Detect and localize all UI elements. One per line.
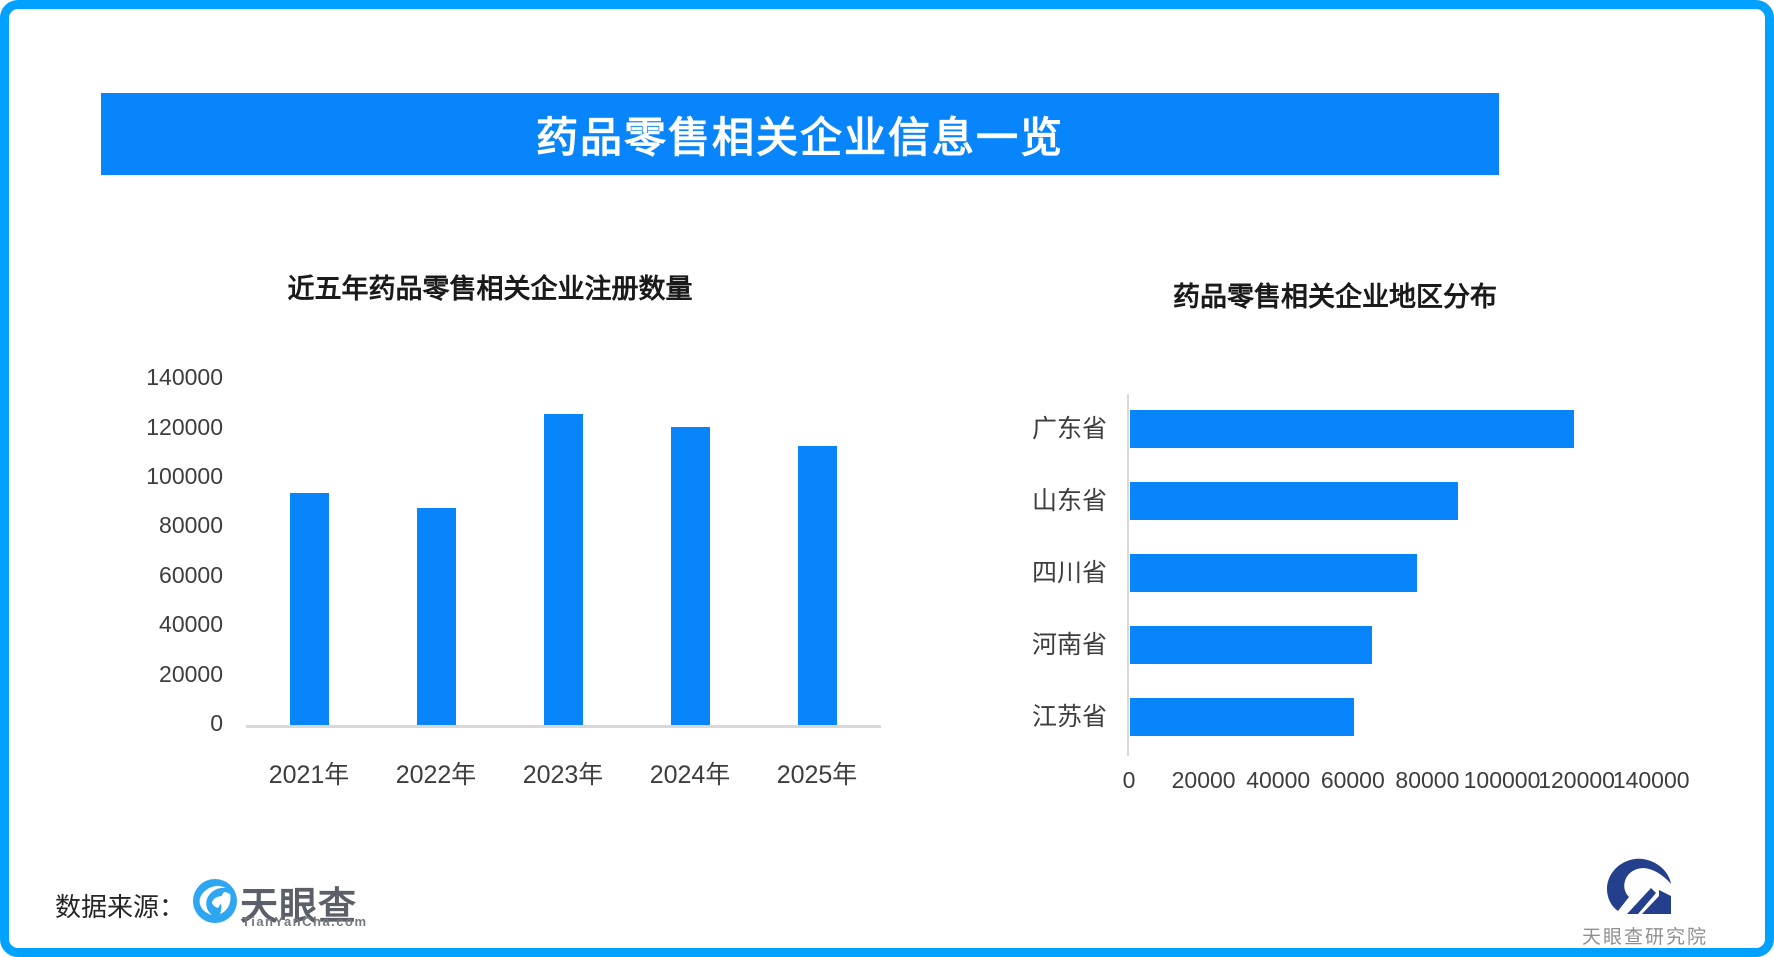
x-tick-label: 120000 [1538,767,1615,793]
y-axis-line [1127,394,1129,756]
x-tick-label: 2024年 [649,761,731,789]
y-category-label: 山东省 [1031,487,1107,515]
x-tick-label: 2025年 [776,761,858,789]
bar-2024年 [670,426,710,725]
y-category-label: 江苏省 [1031,703,1107,731]
y-tick-label: 0 [210,710,223,736]
tianyancha-domain-text: TianYanCha.com [242,914,368,929]
y-tick-label: 40000 [159,611,223,638]
x-tick-label: 100000 [1463,767,1541,793]
bar-2022年 [416,508,456,725]
x-tick-label: 20000 [1171,767,1236,793]
title-banner: 药品零售相关企业信息一览 [101,93,1499,175]
bar-四川省 [1130,554,1418,592]
x-tick-label: 80000 [1395,767,1460,793]
research-institute-logo-icon [1605,858,1673,921]
bar-广东省 [1130,410,1574,448]
page-title: 药品零售相关企业信息一览 [535,113,1064,161]
chart-registrations-title: 近五年药品零售相关企业注册数量 [287,274,693,304]
data-source-label: 数据来源： [55,892,186,922]
research-institute-text: 天眼查研究院 [1581,927,1708,948]
bar-山东省 [1130,482,1459,520]
bar-江苏省 [1130,698,1354,736]
y-tick-label: 60000 [159,561,223,588]
y-tick-label: 120000 [146,413,223,440]
y-tick-label: 80000 [159,512,223,539]
y-category-label: 广东省 [1031,415,1107,443]
x-tick-label: 2022年 [395,761,477,789]
x-tick-label: 2021年 [268,761,350,789]
tianyancha-brand-text: 天眼查 [240,886,358,928]
x-axis-line [246,725,881,728]
x-tick-label: 40000 [1246,767,1311,793]
tianyancha-logo-icon [192,878,238,929]
x-tick-label: 0 [1122,767,1136,793]
y-tick-label: 100000 [146,463,223,489]
x-tick-label: 60000 [1320,767,1385,793]
x-tick-label: 140000 [1612,767,1690,793]
bar-河南省 [1130,626,1373,664]
y-tick-label: 20000 [159,660,223,687]
bar-2025年 [797,446,837,725]
bar-2021年 [289,493,329,725]
chart-regions-title: 药品零售相关企业地区分布 [1173,282,1497,312]
x-tick-label: 2023年 [522,761,604,789]
y-category-label: 四川省 [1031,559,1107,587]
y-tick-label: 140000 [146,364,223,391]
y-category-label: 河南省 [1031,631,1107,659]
bar-2023年 [543,414,583,725]
